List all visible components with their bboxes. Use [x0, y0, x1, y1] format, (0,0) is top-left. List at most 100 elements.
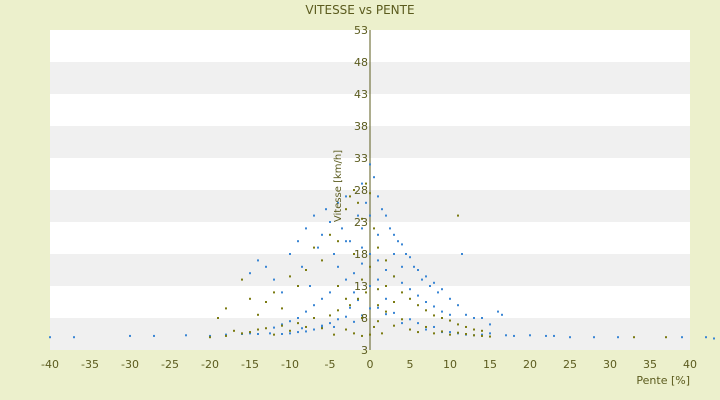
data-point-series-1 [281, 323, 283, 326]
data-point-series-1 [337, 265, 339, 268]
data-point-series-1 [349, 240, 351, 243]
data-point-series-1 [417, 322, 419, 325]
data-point-series-1 [369, 253, 371, 255]
data-point-series-1 [249, 272, 251, 275]
data-point-series-1 [361, 182, 363, 185]
data-point-series-1 [305, 330, 307, 333]
y-tick-label: 38 [354, 120, 368, 133]
data-point-series-2 [473, 328, 475, 331]
data-point-series-2 [441, 317, 443, 319]
data-point-series-1 [305, 227, 307, 230]
x-tick-label: 35 [643, 358, 657, 371]
data-point-series-1 [129, 334, 131, 337]
data-point-series-2 [373, 325, 375, 328]
data-point-series-1 [401, 243, 403, 246]
data-point-series-2 [401, 291, 403, 294]
y-tick-label: 48 [354, 56, 368, 69]
data-point-series-1 [321, 297, 323, 300]
data-point-series-1 [409, 318, 411, 321]
data-point-series-2 [481, 334, 483, 337]
data-point-series-1 [225, 333, 227, 336]
data-point-series-1 [425, 301, 427, 303]
data-point-series-1 [449, 297, 451, 300]
data-point-series-1 [381, 208, 383, 211]
x-tick-label: 25 [563, 358, 577, 371]
y-tick-label: 3 [361, 344, 368, 357]
data-point-series-2 [265, 327, 267, 330]
data-point-series-1 [329, 322, 331, 325]
data-point-series-1 [321, 324, 323, 327]
data-point-series-1 [449, 313, 451, 316]
data-point-series-1 [329, 221, 331, 223]
data-point-series-1 [209, 334, 211, 337]
y-tick-label: 28 [354, 184, 368, 197]
data-point-series-2 [365, 291, 367, 294]
x-tick-label: -35 [81, 358, 99, 371]
data-point-series-1 [433, 281, 435, 284]
y-tick-label: 53 [354, 24, 368, 37]
data-point-series-1 [369, 214, 371, 217]
data-point-series-1 [369, 307, 371, 310]
data-point-series-2 [321, 327, 323, 330]
data-point-series-1 [429, 285, 431, 287]
data-point-series-2 [281, 307, 283, 310]
data-point-series-1 [545, 334, 547, 337]
data-point-series-2 [481, 329, 483, 332]
data-point-series-1 [449, 331, 451, 334]
data-point-series-2 [457, 323, 459, 326]
data-point-series-1 [289, 253, 291, 255]
data-point-series-2 [265, 301, 267, 303]
x-tick-label: 10 [443, 358, 457, 371]
data-point-series-1 [529, 334, 531, 337]
data-point-series-1 [281, 333, 283, 335]
y-tick-label: 33 [354, 152, 368, 165]
data-point-series-1 [257, 259, 259, 262]
data-point-series-1 [433, 305, 435, 308]
data-point-series-2 [217, 317, 219, 319]
data-point-series-1 [281, 291, 283, 294]
data-point-series-1 [569, 336, 571, 339]
data-point-series-1 [373, 176, 375, 179]
data-point-series-2 [393, 275, 395, 278]
x-tick-label: 15 [483, 358, 497, 371]
data-point-series-2 [369, 333, 371, 336]
x-tick-label: -20 [201, 358, 219, 371]
data-point-series-1 [489, 323, 491, 326]
data-point-series-1 [301, 327, 303, 330]
x-tick-label: -5 [325, 358, 336, 371]
data-point-series-1 [361, 246, 363, 249]
data-point-series-1 [481, 317, 483, 319]
data-point-series-1 [345, 278, 347, 281]
data-point-series-1 [369, 163, 371, 166]
data-point-series-1 [329, 291, 331, 294]
data-point-series-1 [325, 208, 327, 211]
data-point-series-1 [481, 333, 483, 336]
data-point-series-1 [49, 336, 51, 339]
data-point-series-1 [313, 214, 315, 217]
data-point-series-2 [473, 334, 475, 337]
data-point-series-1 [273, 278, 275, 281]
data-point-series-2 [433, 332, 435, 335]
data-point-series-1 [265, 265, 267, 268]
data-point-series-2 [373, 227, 375, 230]
data-point-series-1 [361, 262, 363, 265]
data-point-series-1 [441, 288, 443, 291]
data-point-series-2 [377, 304, 379, 307]
data-point-series-2 [273, 333, 275, 336]
data-point-series-2 [289, 329, 291, 332]
y-tick-label: 13 [354, 280, 368, 293]
data-point-series-2 [385, 310, 387, 313]
data-point-series-2 [361, 278, 363, 281]
data-point-series-2 [337, 240, 339, 243]
data-point-series-1 [421, 278, 423, 281]
data-point-series-2 [357, 297, 359, 300]
data-point-series-2 [349, 195, 351, 198]
data-point-series-2 [353, 189, 355, 191]
data-point-series-2 [289, 275, 291, 278]
x-tick-label: 40 [683, 358, 697, 371]
data-point-series-1 [353, 291, 355, 294]
data-point-series-2 [377, 288, 379, 291]
data-point-series-1 [385, 297, 387, 300]
data-point-series-2 [377, 320, 379, 323]
